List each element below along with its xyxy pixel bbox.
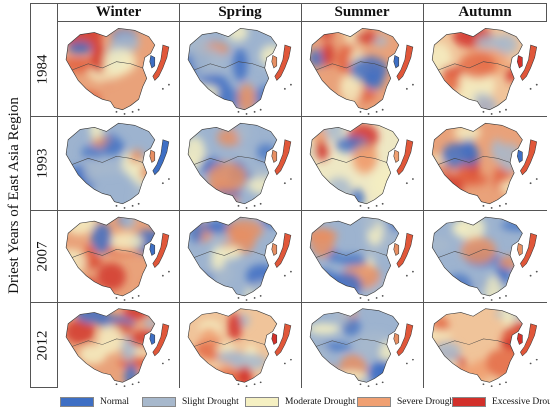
legend-item-slight: Slight Drought	[142, 395, 239, 409]
legend-swatch-moderate	[245, 397, 279, 407]
map-panel-1993-spring	[179, 116, 301, 210]
legend-swatch-excessive	[452, 397, 486, 407]
map-panel-1993-summer	[301, 116, 423, 210]
map-panel-2012-autumn	[423, 302, 547, 388]
map-panel-1984-summer	[301, 21, 423, 116]
legend-item-moderate: Moderate Drought	[245, 395, 355, 409]
legend-swatch-normal	[60, 397, 94, 407]
map-panel-1984-autumn	[423, 21, 547, 116]
legend-swatch-slight	[142, 397, 176, 407]
row-label-2007: 2007	[34, 241, 51, 271]
map-panel-2012-summer	[301, 302, 423, 388]
map-panel-2007-autumn	[423, 210, 547, 302]
map-panel-1984-winter	[57, 21, 179, 116]
map-panel-1984-spring	[179, 21, 301, 116]
map-panel-2007-winter	[57, 210, 179, 302]
row-label-1993: 1993	[34, 148, 51, 178]
legend: Normal Slight Drought Moderate Drought S…	[60, 395, 550, 409]
column-title-summer: Summer	[334, 4, 390, 20]
map-panel-2007-spring	[179, 210, 301, 302]
legend-item-severe: Severe Drought	[357, 395, 457, 409]
column-title-autumn: Autumn	[458, 4, 512, 20]
map-panel-2012-spring	[179, 302, 301, 388]
legend-swatch-severe	[357, 397, 391, 407]
column-title-spring: Spring	[218, 4, 262, 20]
row-label-2012: 2012	[34, 330, 51, 360]
map-panel-1993-autumn	[423, 116, 547, 210]
map-panel-2007-summer	[301, 210, 423, 302]
column-title-winter: Winter	[95, 4, 142, 20]
legend-item-excessive: Excessive Drought	[452, 395, 550, 409]
legend-item-normal: Normal	[60, 395, 129, 409]
map-panel-2012-winter	[57, 302, 179, 388]
row-label-1984: 1984	[34, 54, 51, 84]
map-panel-1993-winter	[57, 116, 179, 210]
y-axis-title: Driest Years of East Asia Region	[5, 97, 22, 294]
